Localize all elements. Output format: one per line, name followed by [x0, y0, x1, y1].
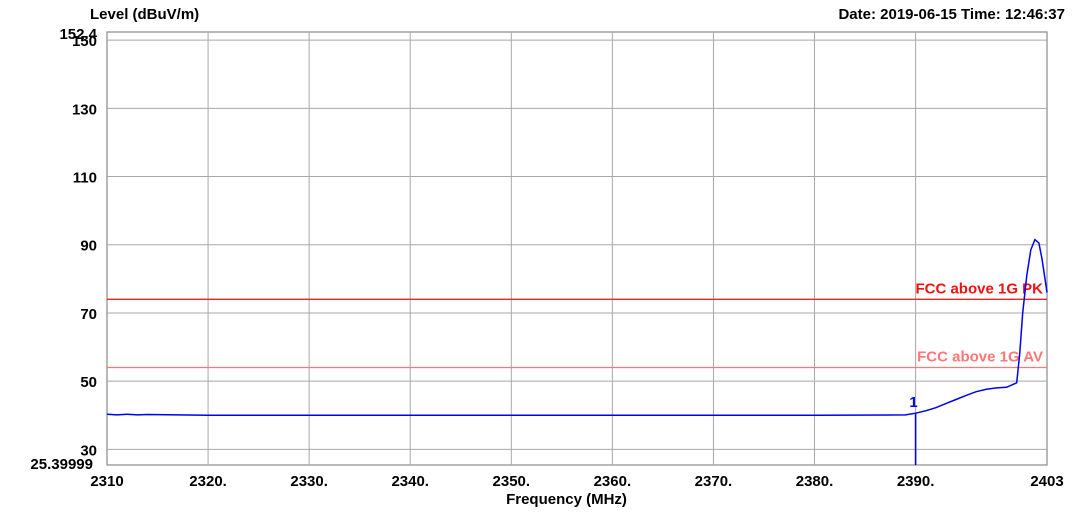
y-tick-label: 110	[73, 170, 97, 187]
y-tick-label: 30	[80, 442, 97, 459]
x-axis-title: Frequency (MHz)	[506, 491, 627, 508]
x-tick-label: 2380.	[796, 473, 834, 490]
y-min-label: 25.39999	[30, 456, 93, 473]
x-tick-label: 2320.	[189, 473, 227, 490]
y-tick-label: 70	[80, 306, 97, 323]
x-tick-label: 2330.	[290, 473, 328, 490]
x-tick-label: 2310	[90, 473, 123, 490]
x-tick-label: 2350.	[493, 473, 531, 490]
plot-frame	[106, 31, 1048, 466]
y-max-label: 152.4	[59, 26, 97, 43]
x-tick-label: 2340.	[391, 473, 429, 490]
y-tick-label: 130	[72, 101, 97, 118]
x-tick-label: 2403	[1030, 473, 1063, 490]
y-tick-label: 150	[72, 33, 97, 50]
series-line	[106, 238, 1048, 416]
y-tick-label: 50	[80, 374, 97, 391]
y-tick-label: 90	[80, 238, 97, 255]
x-tick-label: 2360.	[594, 473, 632, 490]
marker-label: 1	[909, 394, 917, 411]
limit-line-label: FCC above 1G PK	[915, 280, 1043, 297]
y-axis-title: Level (dBuV/m)	[90, 6, 200, 23]
date-time-stamp: Date: 2019-06-15 Time: 12:46:37	[838, 6, 1065, 23]
limit-line-label: FCC above 1G AV	[917, 348, 1043, 365]
x-tick-label: 2370.	[695, 473, 733, 490]
x-tick-label: 2390.	[897, 473, 935, 490]
